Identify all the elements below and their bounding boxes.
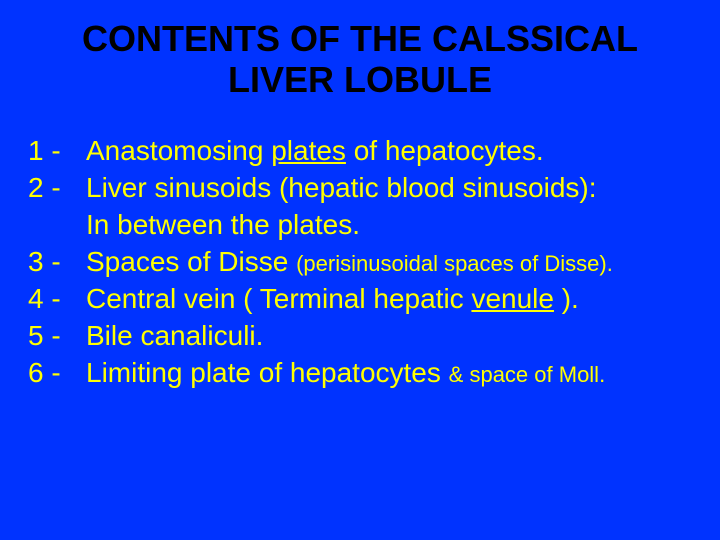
list-item-pre: In between the plates. xyxy=(86,209,360,240)
list-item-pre: Bile canaliculi. xyxy=(86,320,263,351)
list-item: 5 -Bile canaliculi. xyxy=(28,318,692,355)
list-item-pre: Limiting plate of hepatocytes xyxy=(86,357,449,388)
list-item-post: of hepatocytes. xyxy=(346,135,544,166)
list-item-number: 3 - xyxy=(28,244,86,281)
list-item-text: Spaces of Disse (perisinusoidal spaces o… xyxy=(86,244,692,281)
list-item-post: ). xyxy=(554,283,579,314)
list-item-pre: Liver sinusoids (hepatic blood sinusoids… xyxy=(86,172,597,203)
title-line-1: CONTENTS OF THE CALSSICAL xyxy=(28,18,692,59)
list-item-number: 6 - xyxy=(28,355,86,392)
list-item-pre: Spaces of Disse xyxy=(86,246,296,277)
list-item-small-tail: (perisinusoidal spaces of Disse). xyxy=(296,251,613,276)
list-item-number: 2 - xyxy=(28,170,86,207)
slide-title: CONTENTS OF THE CALSSICAL LIVER LOBULE xyxy=(28,18,692,101)
list-item: 1 -Anastomosing plates of hepatocytes. xyxy=(28,133,692,170)
list-item: 4 -Central vein ( Terminal hepatic venul… xyxy=(28,281,692,318)
list-item-text: Anastomosing plates of hepatocytes. xyxy=(86,133,692,170)
list-item-text: In between the plates. xyxy=(86,207,692,244)
list-item-underline: plates xyxy=(271,135,346,166)
list-item-small-tail: & space of Moll. xyxy=(449,362,606,387)
list-item-pre: Anastomosing xyxy=(86,135,271,166)
list-item-text: Bile canaliculi. xyxy=(86,318,692,355)
list-item-text: Liver sinusoids (hepatic blood sinusoids… xyxy=(86,170,692,207)
list-item: 3 -Spaces of Disse (perisinusoidal space… xyxy=(28,244,692,281)
list-item-number: 5 - xyxy=(28,318,86,355)
list-item-number: 1 - xyxy=(28,133,86,170)
content-list: 1 -Anastomosing plates of hepatocytes.2 … xyxy=(28,133,692,392)
list-item-text: Limiting plate of hepatocytes & space of… xyxy=(86,355,692,392)
list-item: 0 - In between the plates. xyxy=(28,207,692,244)
list-item-text: Central vein ( Terminal hepatic venule )… xyxy=(86,281,692,318)
slide: CONTENTS OF THE CALSSICAL LIVER LOBULE 1… xyxy=(0,0,720,540)
list-item-underline: venule xyxy=(471,283,554,314)
list-item: 2 -Liver sinusoids (hepatic blood sinuso… xyxy=(28,170,692,207)
title-line-2: LIVER LOBULE xyxy=(28,59,692,100)
list-item: 6 -Limiting plate of hepatocytes & space… xyxy=(28,355,692,392)
list-item-pre: Central vein ( Terminal hepatic xyxy=(86,283,471,314)
list-item-number: 4 - xyxy=(28,281,86,318)
